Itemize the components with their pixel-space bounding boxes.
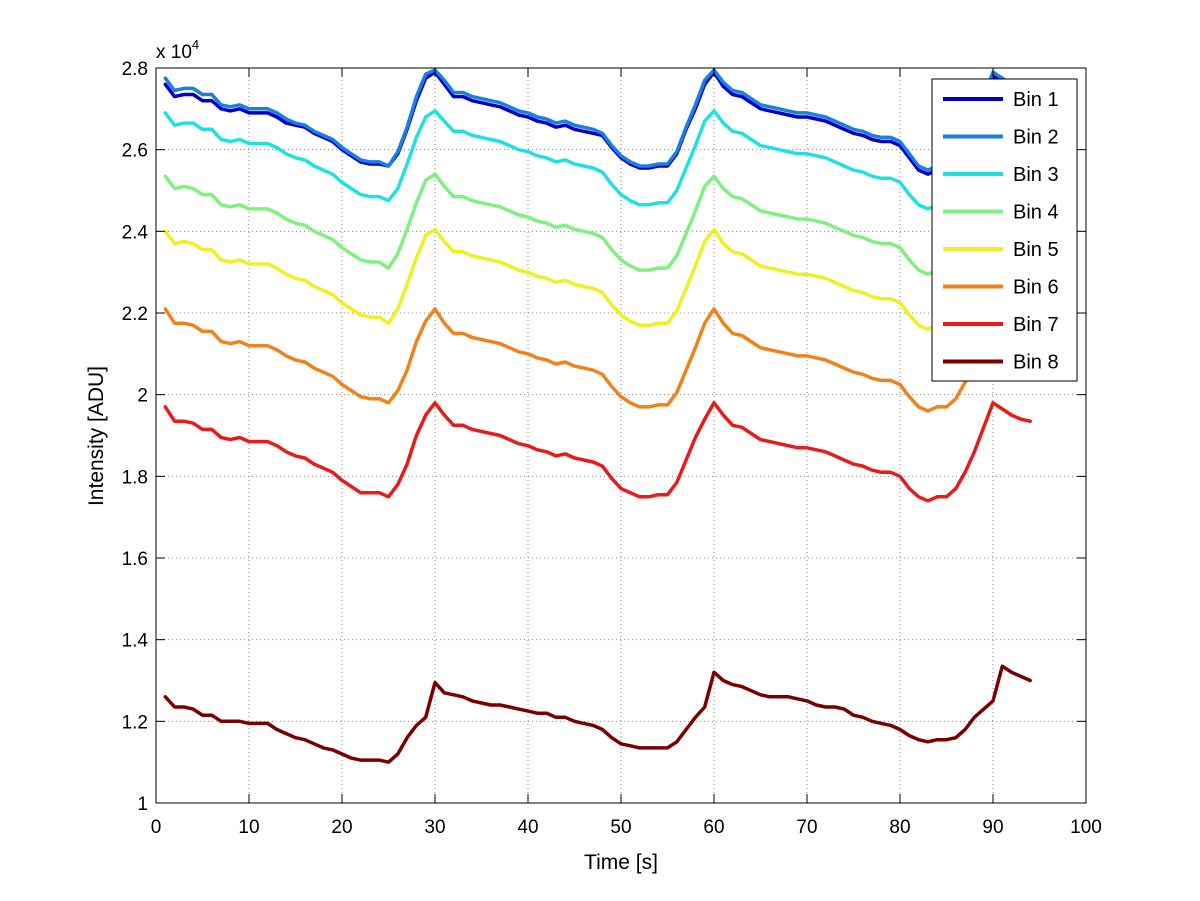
y-exponent-power: 4 <box>192 37 199 52</box>
x-tick-label: 50 <box>610 817 631 838</box>
x-tick-label: 100 <box>1070 817 1102 838</box>
legend: Bin 1 Bin 2 Bin 3 Bin 4 Bin 5 Bin 6 Bin 7 Bin 8 <box>931 78 1078 382</box>
y-axis-label: Intensity [ADU] <box>85 366 108 506</box>
y-exponent-label: x 104 <box>156 37 199 63</box>
grid <box>156 68 1086 803</box>
y-tick-label: 2.2 <box>122 304 148 325</box>
series-line-bin-2 <box>163 68 1032 172</box>
y-tick-label: 2.4 <box>122 222 149 243</box>
series-line-bin-7 <box>163 401 1032 503</box>
series-line-bin-5 <box>163 227 1032 332</box>
tick-labels: 0 10 20 30 40 50 60 70 80 90 100 1 1.2 1.4 1.6 1.8 2 2.2 2… <box>122 59 1102 838</box>
x-tick-label: 80 <box>889 817 910 838</box>
series-line-bin-3 <box>163 109 1032 211</box>
legend-label-bin-6: Bin 6 <box>1013 277 1059 299</box>
y-tick-label: 1.6 <box>122 549 148 570</box>
x-tick-label: 10 <box>238 817 259 838</box>
y-tick-label: 2.6 <box>122 141 148 162</box>
legend-label-bin-4: Bin 4 <box>1013 202 1059 224</box>
legend-label-bin-2: Bin 2 <box>1013 127 1059 149</box>
y-tick-label: 1.8 <box>122 467 148 488</box>
y-tick-label: 2.8 <box>122 59 148 80</box>
legend-label-bin-8: Bin 8 <box>1013 352 1059 374</box>
series-group <box>163 68 1032 764</box>
axis-ticks <box>155 67 1087 804</box>
x-tick-label: 20 <box>331 817 352 838</box>
y-tick-label: 1.4 <box>122 631 149 652</box>
y-exponent-prefix: x 10 <box>156 42 192 63</box>
series-line-bin-6 <box>163 307 1032 413</box>
legend-label-bin-7: Bin 7 <box>1013 314 1059 336</box>
x-tick-label: 70 <box>796 817 817 838</box>
x-tick-label: 30 <box>424 817 445 838</box>
y-tick-label: 1 <box>137 794 148 815</box>
legend-label-bin-1: Bin 1 <box>1013 89 1059 111</box>
legend-label-bin-5: Bin 5 <box>1013 239 1059 261</box>
y-tick-label: 2 <box>137 386 148 407</box>
series-line-bin-8 <box>163 664 1032 764</box>
legend-label-bin-3: Bin 3 <box>1013 164 1059 186</box>
x-tick-label: 60 <box>703 817 724 838</box>
series-line-bin-4 <box>163 172 1032 276</box>
x-tick-label: 40 <box>517 817 538 838</box>
x-tick-label: 0 <box>151 817 162 838</box>
y-tick-label: 1.2 <box>122 712 148 733</box>
legend-box <box>931 78 1078 382</box>
x-tick-label: 90 <box>982 817 1003 838</box>
x-axis-label: Time [s] <box>584 851 658 874</box>
